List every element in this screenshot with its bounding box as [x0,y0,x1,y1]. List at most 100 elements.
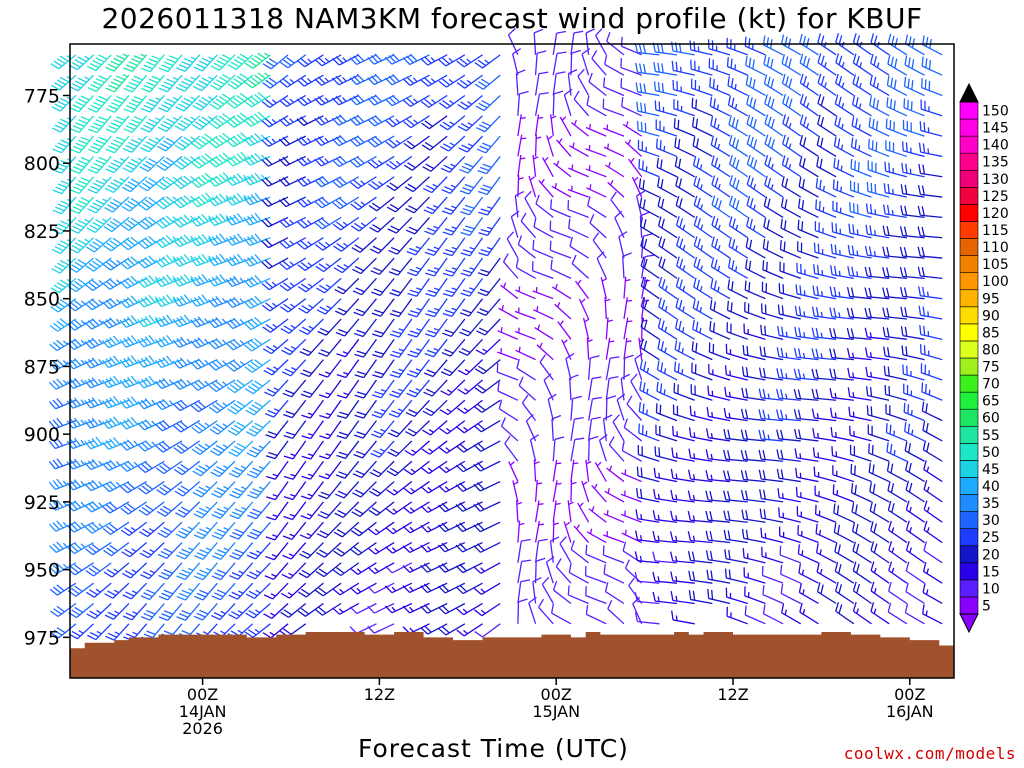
wind-barb [636,190,646,218]
wind-barb [517,114,526,137]
wind-barb [587,435,599,462]
wind-barb [350,541,377,556]
y-tick-label: 800 [24,153,60,175]
wind-barb [226,359,254,372]
wind-barb [103,562,130,578]
wind-barb [674,340,695,361]
x-tick-label: 12Z [717,685,748,704]
wind-barb [457,94,483,111]
wind-barb [851,521,872,544]
wind-barb [815,543,837,564]
wind-barb [797,241,819,259]
wind-barb [520,212,537,239]
wind-barb [780,564,802,584]
wind-barb [283,501,307,521]
wind-barb [903,98,925,117]
wind-barb [884,161,908,178]
colorbar-swatch [959,135,979,154]
wind-barb [761,281,784,300]
wind-barb [534,92,549,116]
wind-barb [797,219,819,239]
wind-barb [243,295,271,309]
wind-barb [193,54,218,72]
wind-barb [623,297,633,320]
wind-barb [726,57,748,76]
wind-barb [829,307,854,320]
wind-barb [886,97,908,117]
wind-barb [846,307,872,320]
wind-barb [512,480,519,503]
wind-barb [922,583,943,605]
wind-barb [403,481,430,495]
wind-barb [318,460,342,480]
wind-barb [123,53,148,73]
wind-barb [632,596,643,625]
wind-barb [423,196,448,215]
wind-barb [282,542,307,560]
wind-barb [546,135,554,157]
wind-barb [191,133,218,150]
wind-barb [835,53,855,76]
y-tick-label: 950 [24,560,60,582]
wind-barb [473,521,501,533]
wind-barb [406,237,430,256]
wind-barb [331,155,360,168]
wind-barb [573,524,590,543]
wind-barb [157,542,183,560]
wind-barb [653,467,678,483]
wind-barb [796,506,819,523]
wind-barb [552,500,561,523]
wind-barb [621,469,642,483]
wind-barb [368,196,395,212]
wind-barb [243,233,271,247]
wind-barb [353,440,377,459]
wind-barb [655,403,678,422]
wind-barb [69,74,95,92]
wind-barb [724,549,748,564]
wind-barb [551,283,572,300]
colorbar-label: 40 [982,479,1000,495]
wind-barb [66,500,94,512]
wind-barb [455,480,483,492]
wind-barb [746,216,766,239]
wind-barb [367,115,395,127]
wind-barb [610,191,625,218]
colorbar-label: 75 [982,360,1000,376]
wind-barb [811,408,837,422]
wind-barb [532,239,554,259]
wind-barb [335,298,360,316]
wind-barb [211,521,236,540]
wind-barb [515,346,536,361]
wind-barb [815,523,837,544]
wind-barb [654,100,678,117]
wind-barb [264,379,289,397]
wind-barb [456,623,483,637]
wind-barb [567,500,574,523]
wind-barb [119,295,147,309]
wind-barb [353,298,377,317]
wind-barb [138,481,165,495]
wind-barb [84,298,112,311]
wind-barb [621,441,642,462]
wind-barb [849,180,872,198]
wind-barb [538,598,554,625]
wind-barb [262,318,289,333]
wind-barb [283,399,307,419]
colorbar-label: 70 [982,377,1000,393]
wind-barb [279,94,307,108]
wind-barb [605,395,617,421]
colorbar-label: 15 [982,564,1000,580]
wind-barb [675,277,696,300]
wind-barb [386,176,413,192]
wind-barb [888,540,908,564]
wind-barb [336,359,360,379]
wind-barb [557,320,572,340]
wind-barb [799,114,819,137]
colorbar-label: 135 [982,155,1009,171]
wind-barb [570,479,577,502]
wind-barb [835,601,855,625]
wind-barb [208,379,236,393]
wind-barb [813,242,837,259]
